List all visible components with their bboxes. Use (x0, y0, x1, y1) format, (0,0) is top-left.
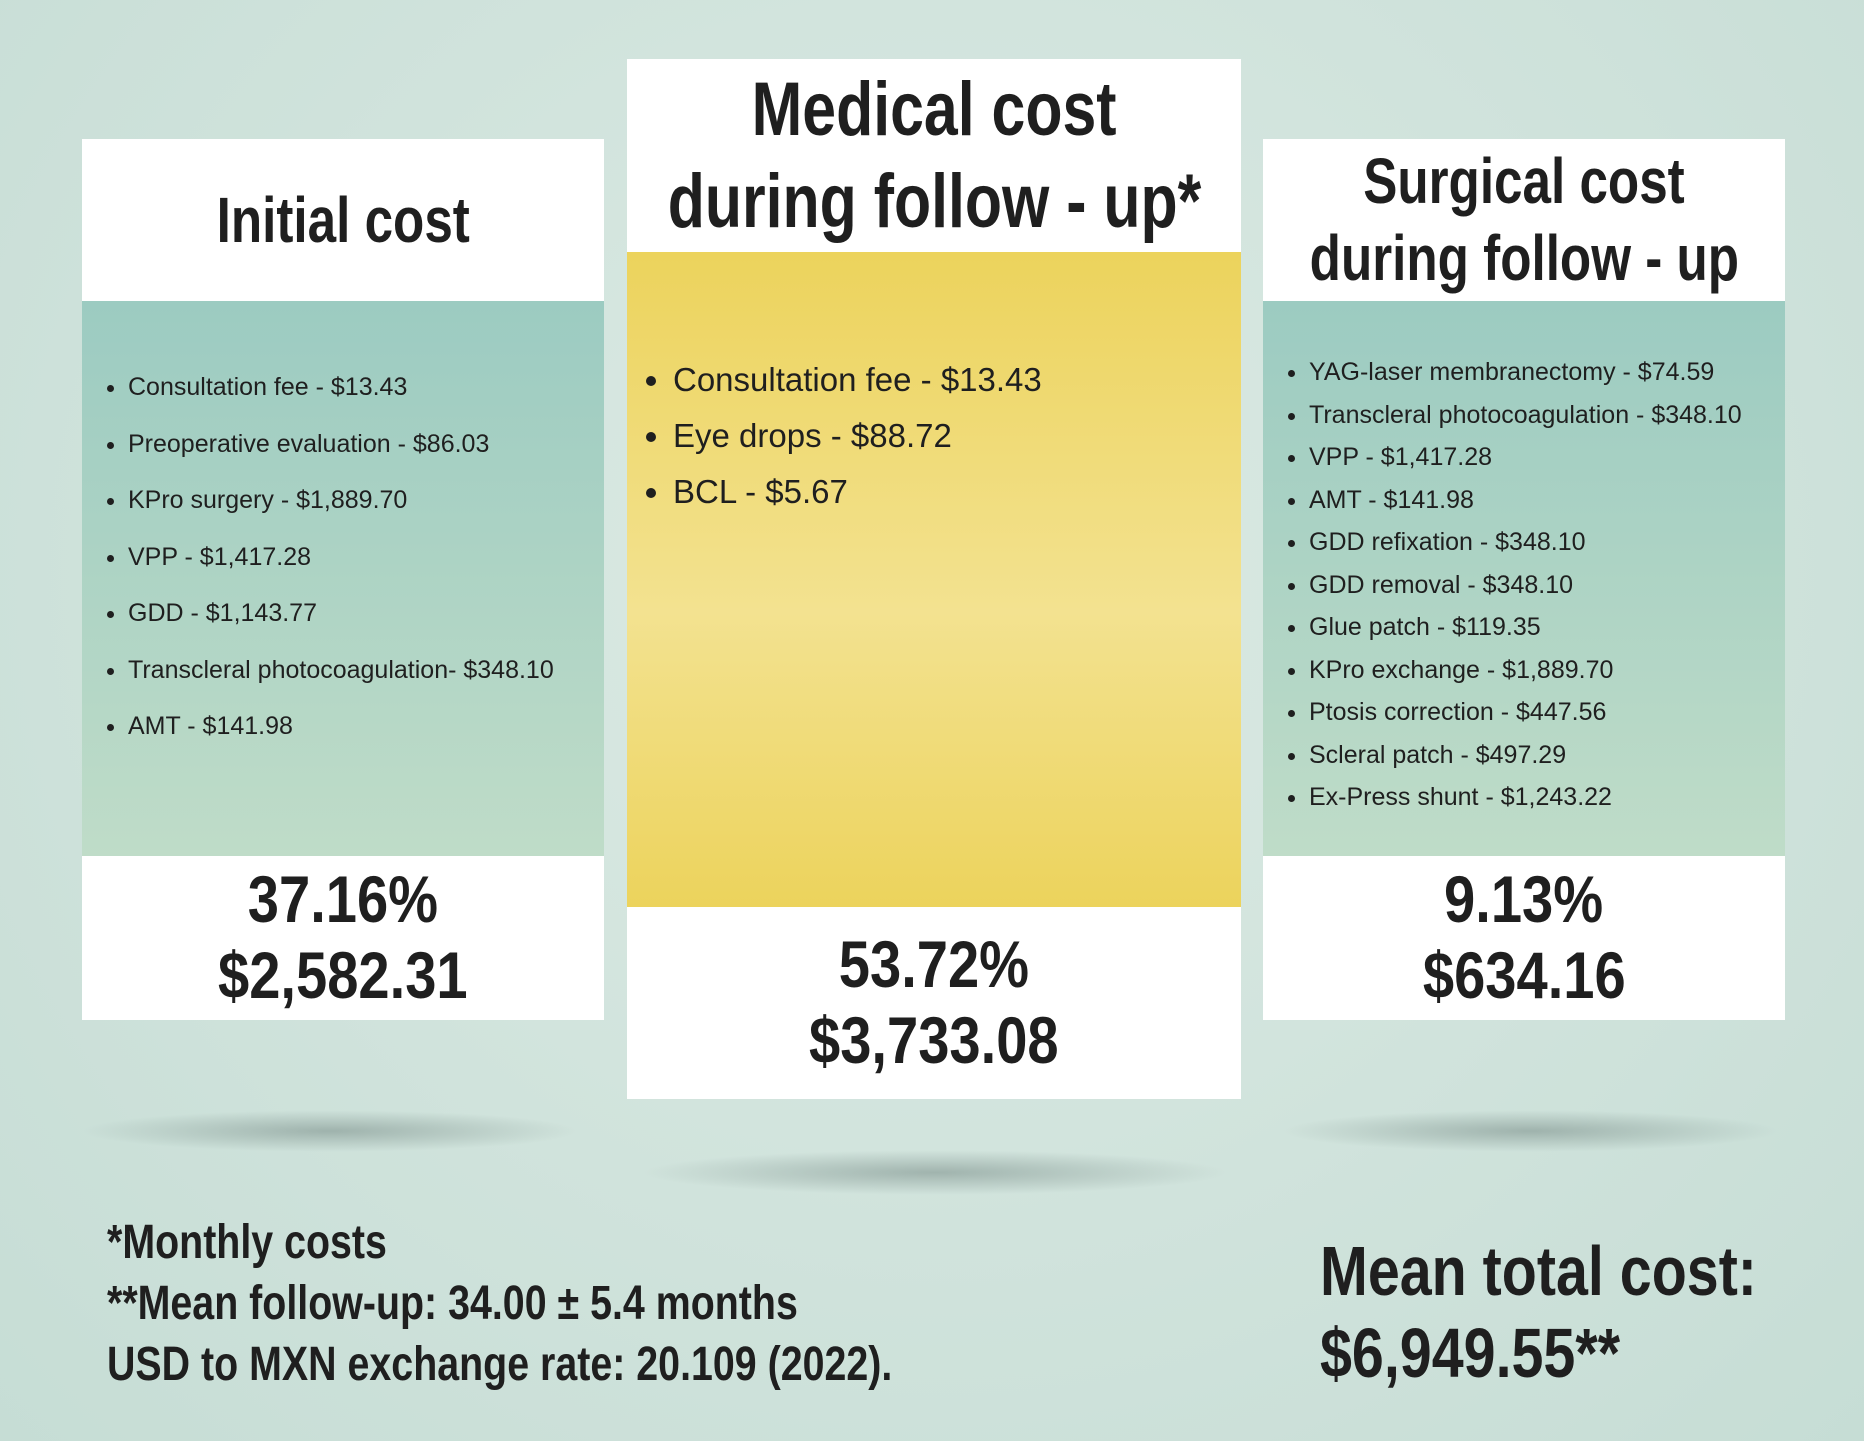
list-item: Glue patch - $119.35 (1309, 606, 1785, 649)
card-title: Surgical cost (1363, 145, 1685, 218)
list-item: Consultation fee - $13.43 (128, 359, 604, 416)
list-item: Preoperative evaluation - $86.03 (128, 416, 604, 473)
percent: 53.72% (838, 927, 1030, 1002)
list-item: Eye drops - $88.72 (673, 408, 1241, 464)
card-title: during follow - up (1309, 222, 1739, 294)
card-body: Consultation fee - $13.43Eye drops - $88… (627, 252, 1241, 907)
list-item: Consultation fee - $13.43 (673, 352, 1241, 408)
list-item: Scleral patch - $497.29 (1309, 734, 1785, 777)
list-item: VPP - $1,417.28 (128, 529, 604, 586)
card-header: Surgical cost during follow - up (1263, 139, 1785, 301)
list-item: Transcleral photocoagulation- $348.10 (128, 642, 604, 699)
item-list: Consultation fee - $13.43Preoperative ev… (82, 359, 604, 755)
card: Initial cost Consultation fee - $13.43Pre… (82, 139, 604, 1020)
list-item: GDD - $1,143.77 (128, 585, 604, 642)
amount: $3,733.08 (809, 1003, 1059, 1077)
footnote: **Mean follow-up: 34.00 ± 5.4 months (107, 1277, 798, 1330)
list-item: Ex-Press shunt - $1,243.22 (1309, 776, 1785, 819)
list-item: BCL - $5.67 (673, 464, 1241, 520)
card-header: Medical cost during follow - up* (627, 59, 1241, 252)
list-item: VPP - $1,417.28 (1309, 436, 1785, 479)
list-item: AMT - $141.98 (1309, 479, 1785, 522)
list-item: KPro surgery - $1,889.70 (128, 472, 604, 529)
total-value: $6,949.55** (1320, 1314, 1621, 1392)
list-item: GDD refixation - $348.10 (1309, 521, 1785, 564)
card-footer: 37.16% $2,582.31 (82, 856, 604, 1020)
card-footer: 53.72% $3,733.08 (627, 907, 1241, 1099)
percent: 9.13% (1444, 862, 1604, 937)
item-list: YAG-laser membranectomy - $74.59Transcle… (1263, 351, 1785, 819)
shadow (80, 1110, 580, 1152)
amount: $2,582.31 (218, 938, 468, 1012)
card-body: YAG-laser membranectomy - $74.59Transcle… (1263, 301, 1785, 856)
percent: 37.16% (247, 862, 439, 937)
shadow (1280, 1110, 1780, 1152)
footnotes: *Monthly costs **Mean follow-up: 34.00 ± … (107, 1212, 892, 1395)
card-title: during follow - up* (667, 158, 1201, 244)
card-footer: 9.13% $634.16 (1263, 856, 1785, 1020)
total: Mean total cost: $6,949.55** (1320, 1230, 1757, 1394)
amount: $634.16 (1422, 938, 1626, 1012)
footnote: USD to MXN exchange rate: 20.109 (2022). (107, 1338, 893, 1391)
list-item: AMT - $141.98 (128, 698, 604, 755)
shadow (640, 1150, 1230, 1195)
item-list: Consultation fee - $13.43Eye drops - $88… (627, 352, 1241, 520)
list-item: Ptosis correction - $447.56 (1309, 691, 1785, 734)
list-item: KPro exchange - $1,889.70 (1309, 649, 1785, 692)
card-header: Initial cost (82, 139, 604, 301)
total-label: Mean total cost: (1320, 1232, 1757, 1310)
list-item: GDD removal - $348.10 (1309, 564, 1785, 607)
card-title: Initial cost (216, 183, 470, 256)
list-item: Transcleral photocoagulation - $348.10 (1309, 394, 1785, 437)
list-item: YAG-laser membranectomy - $74.59 (1309, 351, 1785, 394)
footnote: *Monthly costs (107, 1216, 387, 1269)
card-body: Consultation fee - $13.43Preoperative ev… (82, 301, 604, 856)
card-title: Medical cost (751, 67, 1117, 153)
